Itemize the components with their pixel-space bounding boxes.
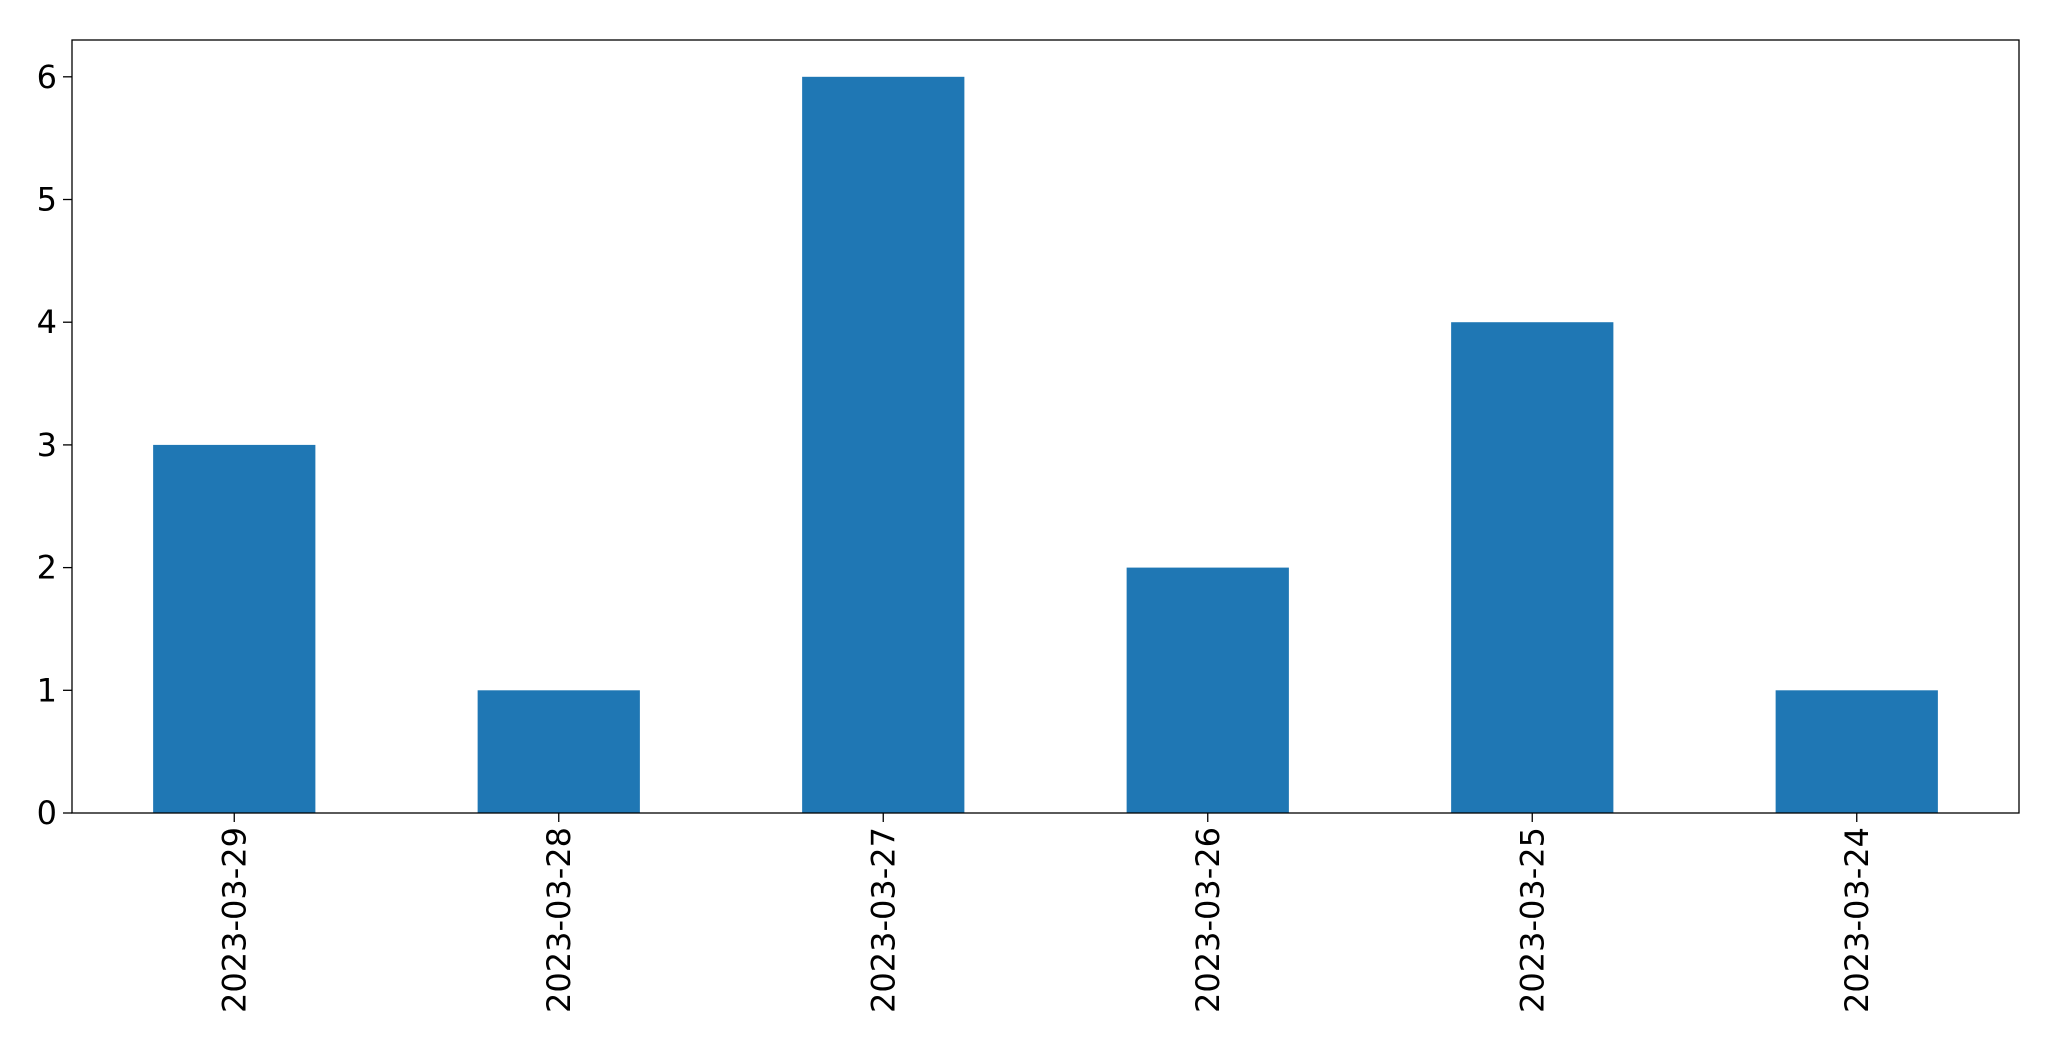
y-tick-label: 2	[37, 549, 57, 587]
bar-2023-03-28	[477, 690, 640, 813]
x-tick-label: 2023-03-27	[864, 827, 902, 1013]
bar-2023-03-27	[802, 76, 965, 813]
plot-frame	[71, 39, 2020, 814]
x-axis: 2023-03-29 2023-03-28 2023-03-27 2023-03-26…	[215, 813, 1876, 1013]
x-tick-label: 2023-03-29	[215, 827, 253, 1013]
y-tick-label: 4	[37, 303, 57, 341]
bar-2023-03-26	[1126, 567, 1289, 813]
bars-group	[153, 76, 1938, 813]
y-tick-label: 3	[37, 426, 57, 464]
y-axis: 0 1 2 3 4 5 6	[37, 58, 72, 832]
x-tick-label: 2023-03-28	[540, 827, 578, 1013]
x-tick-label: 2023-03-26	[1189, 827, 1227, 1013]
x-tick-label: 2023-03-24	[1838, 827, 1876, 1013]
y-tick-label: 0	[37, 794, 57, 832]
bar-2023-03-29	[153, 444, 316, 813]
y-tick-label: 6	[37, 58, 57, 96]
y-tick-label: 5	[37, 181, 57, 219]
bar-2023-03-24	[1775, 690, 1938, 813]
y-tick-label: 1	[37, 671, 57, 709]
bar-2023-03-25	[1451, 322, 1614, 813]
x-tick-label: 2023-03-25	[1513, 827, 1551, 1013]
